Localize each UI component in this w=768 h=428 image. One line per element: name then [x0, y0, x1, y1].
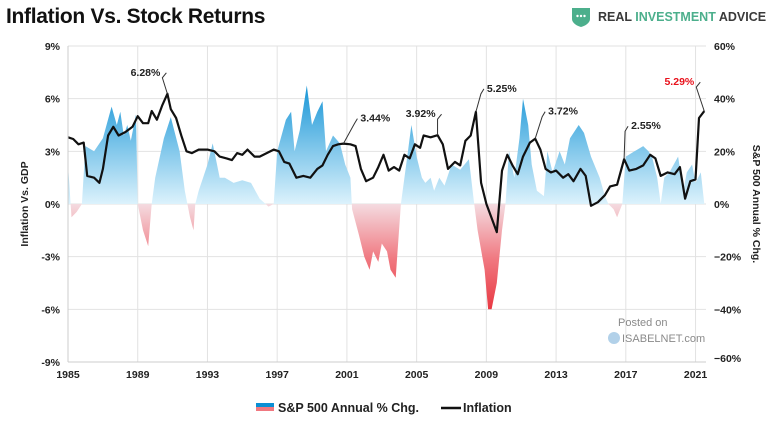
x-tick-label: 2005	[405, 369, 429, 381]
y-tick-left: 9%	[45, 41, 61, 53]
y-tick-left: 6%	[45, 94, 61, 106]
legend-item-sp500[interactable]: S&P 500 Annual % Chg.	[256, 401, 419, 415]
annotation-label: 6.28%	[131, 67, 161, 79]
legend-label-sp500: S&P 500 Annual % Chg.	[278, 401, 419, 415]
y-tick-right: −60%	[714, 353, 742, 365]
y-tick-left: -3%	[41, 252, 60, 264]
annotation-leader	[342, 118, 358, 144]
legend-swatch-red	[256, 407, 274, 411]
x-tick-label: 2009	[475, 369, 499, 381]
annotation-label: 2.55%	[631, 120, 661, 132]
sp500-area-positive	[68, 85, 705, 204]
y-axis-label-left: Inflation Vs. GDP	[19, 161, 31, 246]
x-tick-label: 2021	[684, 369, 708, 381]
annotation-label: 3.72%	[548, 106, 578, 118]
y-tick-right: 0%	[714, 199, 730, 211]
legend-swatch-blue	[256, 403, 274, 407]
annotation-label: 3.92%	[406, 108, 436, 120]
annotation-label: 5.29%	[664, 76, 694, 88]
annotation-leader	[437, 113, 442, 136]
y-axis-label-right: S&P 500 Annual % Chg.	[750, 145, 762, 264]
x-tick-label: 2013	[544, 369, 568, 381]
annotation-label: 5.25%	[487, 83, 517, 95]
y-tick-right: 20%	[714, 146, 736, 158]
annotation-leader	[161, 72, 168, 94]
y-tick-left: 0%	[45, 199, 61, 211]
y-tick-right: −40%	[714, 304, 742, 316]
x-tick-label: 1997	[266, 369, 290, 381]
annotation-leader	[695, 81, 705, 112]
x-tick-label: 2017	[614, 369, 638, 381]
x-tick-label: 1985	[56, 369, 80, 381]
annotation-leader	[475, 88, 485, 112]
inflation-line	[67, 92, 706, 234]
shield-chat-icon	[572, 8, 590, 27]
legend: S&P 500 Annual % Chg. Inflation	[256, 401, 512, 415]
globe-icon	[608, 332, 620, 344]
y-tick-right: 60%	[714, 41, 736, 53]
x-tick-label: 1989	[126, 369, 150, 381]
chart-title: Inflation Vs. Stock Returns	[6, 5, 266, 28]
watermark-line1: Posted on	[618, 317, 668, 329]
y-tick-left: 3%	[45, 146, 61, 158]
annotation-label: 3.44%	[360, 113, 390, 125]
legend-item-inflation[interactable]: Inflation	[441, 401, 512, 415]
annotation-leader	[534, 111, 546, 139]
sp500-area-negative	[68, 204, 705, 310]
logo: REAL INVESTMENT ADVICE	[570, 6, 766, 28]
x-tick-label: 2001	[335, 369, 359, 381]
y-tick-right: 40%	[714, 94, 736, 106]
logo-text: REAL INVESTMENT ADVICE	[598, 10, 767, 24]
watermark: Posted on ISABELNET.com	[608, 317, 705, 345]
y-tick-left: -9%	[41, 357, 60, 369]
legend-label-inflation: Inflation	[463, 401, 512, 415]
y-tick-right: −20%	[714, 252, 742, 264]
x-tick-label: 1993	[196, 369, 220, 381]
annotation-leader	[623, 125, 629, 160]
watermark-line2: ISABELNET.com	[622, 333, 705, 345]
y-tick-left: -6%	[41, 304, 60, 316]
